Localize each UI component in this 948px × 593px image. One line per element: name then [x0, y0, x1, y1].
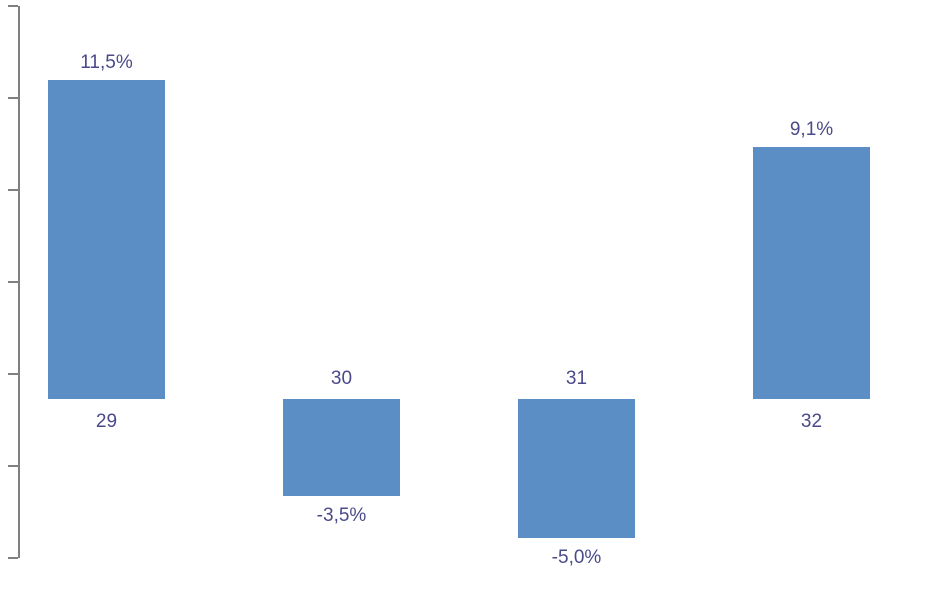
y-axis-tick [8, 97, 18, 99]
y-axis-tick [8, 373, 18, 375]
bar [283, 399, 400, 496]
category-label: 32 [753, 411, 870, 433]
category-label: 29 [48, 411, 165, 433]
bar-value-label: -5,0% [518, 547, 635, 569]
y-axis [18, 6, 20, 558]
bar [753, 147, 870, 399]
bar-value-label: 11,5% [48, 52, 165, 74]
bar-value-label: -3,5% [283, 505, 400, 527]
y-axis-tick [8, 189, 18, 191]
bar-chart: 11,5% 29 -3,5% 30 -5,0% 31 9,1% 32 [0, 0, 948, 593]
y-axis-tick [8, 557, 18, 559]
bar [518, 399, 635, 538]
category-label: 31 [518, 368, 635, 390]
y-axis-tick [8, 465, 18, 467]
y-axis-tick [8, 281, 18, 283]
bar [48, 80, 165, 399]
bar-value-label: 9,1% [753, 119, 870, 141]
category-label: 30 [283, 368, 400, 390]
y-axis-tick [8, 5, 18, 7]
